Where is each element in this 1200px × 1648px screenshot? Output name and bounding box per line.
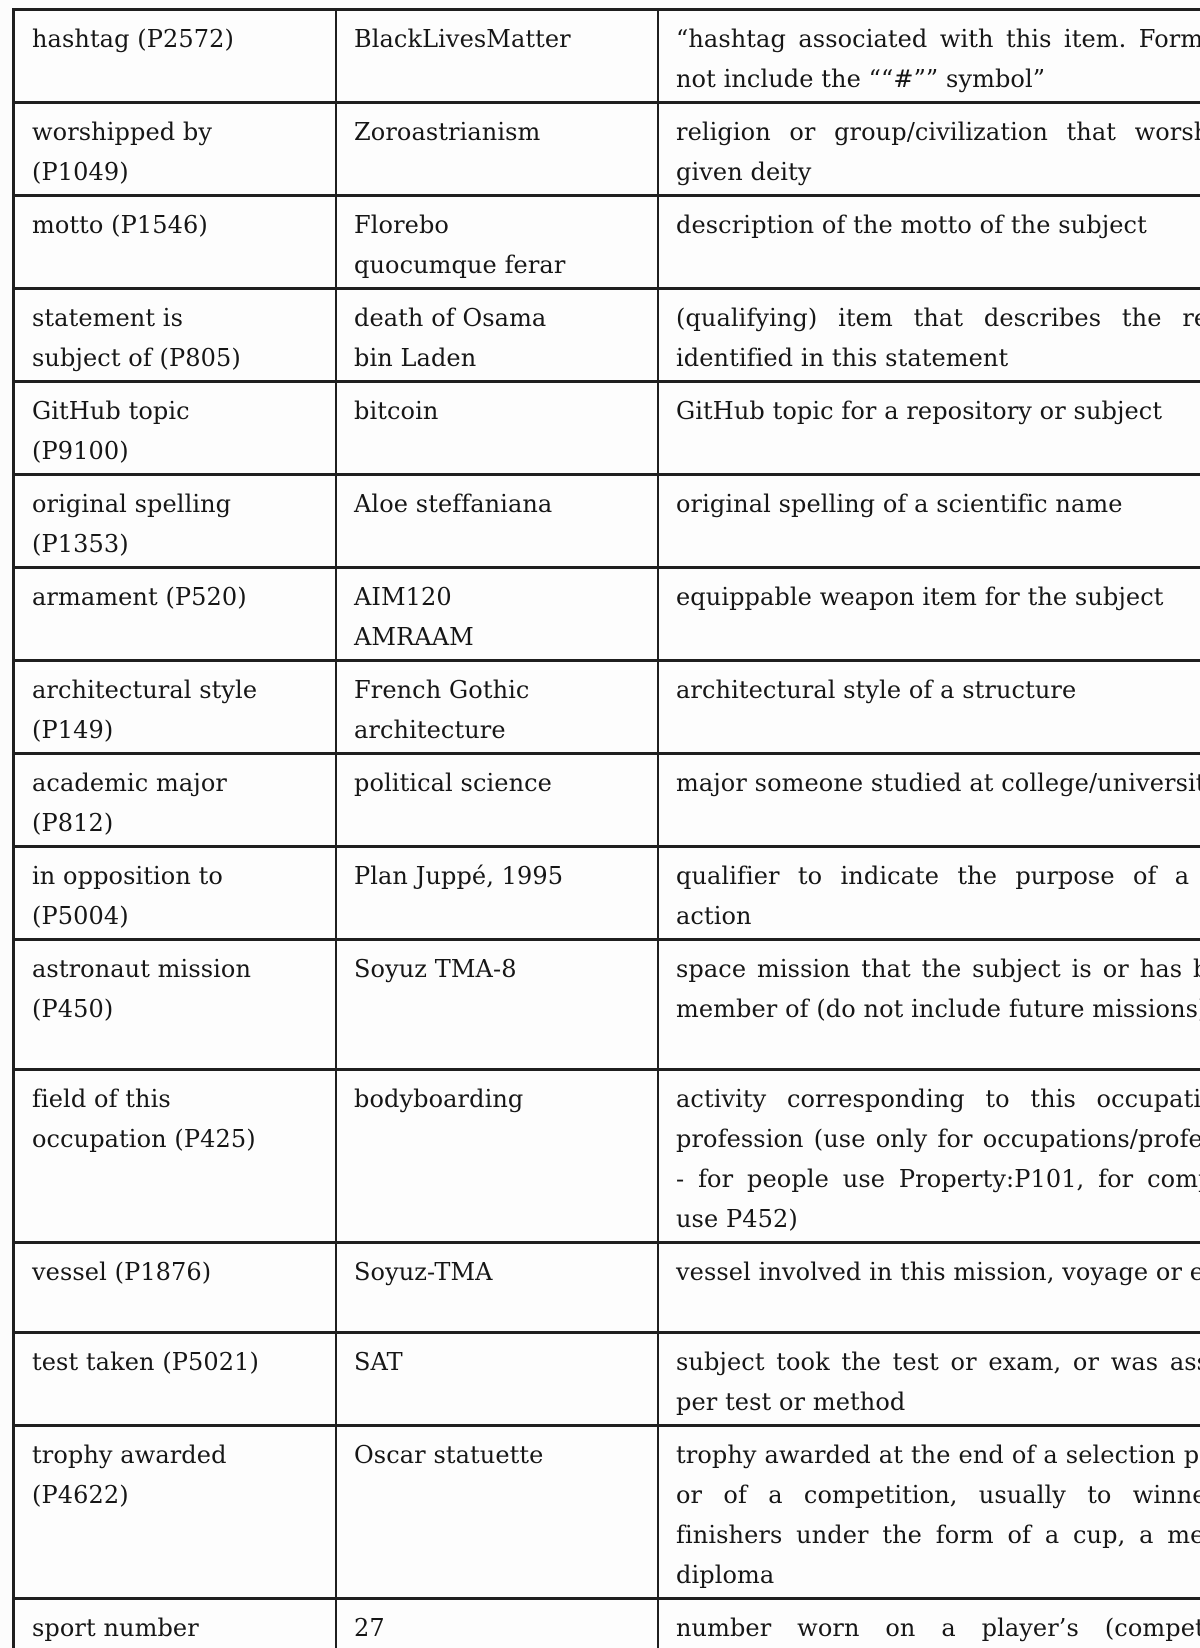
table-row: in opposition to (P5004) Plan Juppé, 1995… [12,845,1200,941]
table-row: hashtag (P2572) BlackLivesMatter “hashtag … [12,8,1200,104]
value-cell: political science [335,752,659,848]
property-cell: test taken (P5021) [12,1331,337,1427]
property-cell: astronaut mission (P450) [12,938,337,1071]
value-cell: Florebo quocumque ferar [335,194,659,290]
value-cell: 27 [335,1597,659,1648]
table-row: vessel (P1876) Soyuz-TMA vessel involved i… [12,1241,1200,1334]
table-row: motto (P1546) Florebo quocumque ferar desc… [12,194,1200,290]
property-cell: trophy awarded (P4622) [12,1424,337,1600]
property-cell: vessel (P1876) [12,1241,337,1334]
description-cell: “hashtag associated with this item. Form… [657,8,1200,104]
table-row: statement is subject of (P805) death of O… [12,287,1200,383]
property-cell: field of this occupation (P425) [12,1068,337,1244]
table-row: academic major (P812) political science ma… [12,752,1200,848]
property-cell: in opposition to (P5004) [12,845,337,941]
value-cell: BlackLivesMatter [335,8,659,104]
description-cell: activity corresponding to this occupatio… [657,1068,1200,1244]
description-cell: architectural style of a structure [657,659,1200,755]
value-cell: bodyboarding [335,1068,659,1244]
description-cell: subject took the test or exam, or was as… [657,1331,1200,1427]
property-cell: academic major (P812) [12,752,337,848]
description-cell: original spelling of a scientific name [657,473,1200,569]
property-cell: sport number (P1618) [12,1597,337,1648]
value-cell: SAT [335,1331,659,1427]
description-cell: description of the motto of the subject [657,194,1200,290]
value-cell: Zoroastrianism [335,101,659,197]
value-cell: death of Osama bin Laden [335,287,659,383]
property-cell: GitHub topic (P9100) [12,380,337,476]
table-body: hashtag (P2572) BlackLivesMatter “hashtag … [12,8,1200,1648]
description-cell: number worn on a player’s (competitor’s)… [657,1597,1200,1648]
table-row: test taken (P5021) SAT subject took the te… [12,1331,1200,1427]
property-cell: worshipped by (P1049) [12,101,337,197]
description-cell: major someone studied at college/univers… [657,752,1200,848]
table-row: field of this occupation (P425) bodyboard… [12,1068,1200,1244]
value-cell: AIM120 AMRAAM [335,566,659,662]
table-row: GitHub topic (P9100) bitcoin GitHub topic … [12,380,1200,476]
property-cell: architectural style (P149) [12,659,337,755]
value-cell: bitcoin [335,380,659,476]
table-row: architectural style (P149) French Gothic … [12,659,1200,755]
property-cell: statement is subject of (P805) [12,287,337,383]
description-cell: space mission that the subject is or has… [657,938,1200,1071]
property-cell: motto (P1546) [12,194,337,290]
value-cell: Aloe steffaniana [335,473,659,569]
value-cell: Plan Juppé, 1995 [335,845,659,941]
table-row: worshipped by (P1049) Zoroastrianism relig… [12,101,1200,197]
description-cell: trophy awarded at the end of a selection… [657,1424,1200,1600]
description-cell: religion or group/civilization that wors… [657,101,1200,197]
value-cell: Oscar statuette [335,1424,659,1600]
value-cell: Soyuz-TMA [335,1241,659,1334]
property-cell: hashtag (P2572) [12,8,337,104]
description-cell: equippable weapon item for the subject [657,566,1200,662]
table-row: trophy awarded (P4622) Oscar statuette tro… [12,1424,1200,1600]
value-cell: French Gothic architecture [335,659,659,755]
property-cell: armament (P520) [12,566,337,662]
table-row: original spelling (P1353) Aloe steffanian… [12,473,1200,569]
description-cell: qualifier to indicate the purpose of a s… [657,845,1200,941]
table-row: astronaut mission (P450) Soyuz TMA-8 space… [12,938,1200,1071]
description-cell: (qualifying) item that describes the rel… [657,287,1200,383]
wikidata-properties-table: hashtag (P2572) BlackLivesMatter “hashtag … [12,8,1200,1648]
property-cell: original spelling (P1353) [12,473,337,569]
description-cell: GitHub topic for a repository or subject [657,380,1200,476]
value-cell: Soyuz TMA-8 [335,938,659,1071]
table-row: armament (P520) AIM120 AMRAAM equippable w… [12,566,1200,662]
description-cell: vessel involved in this mission, voyage … [657,1241,1200,1334]
